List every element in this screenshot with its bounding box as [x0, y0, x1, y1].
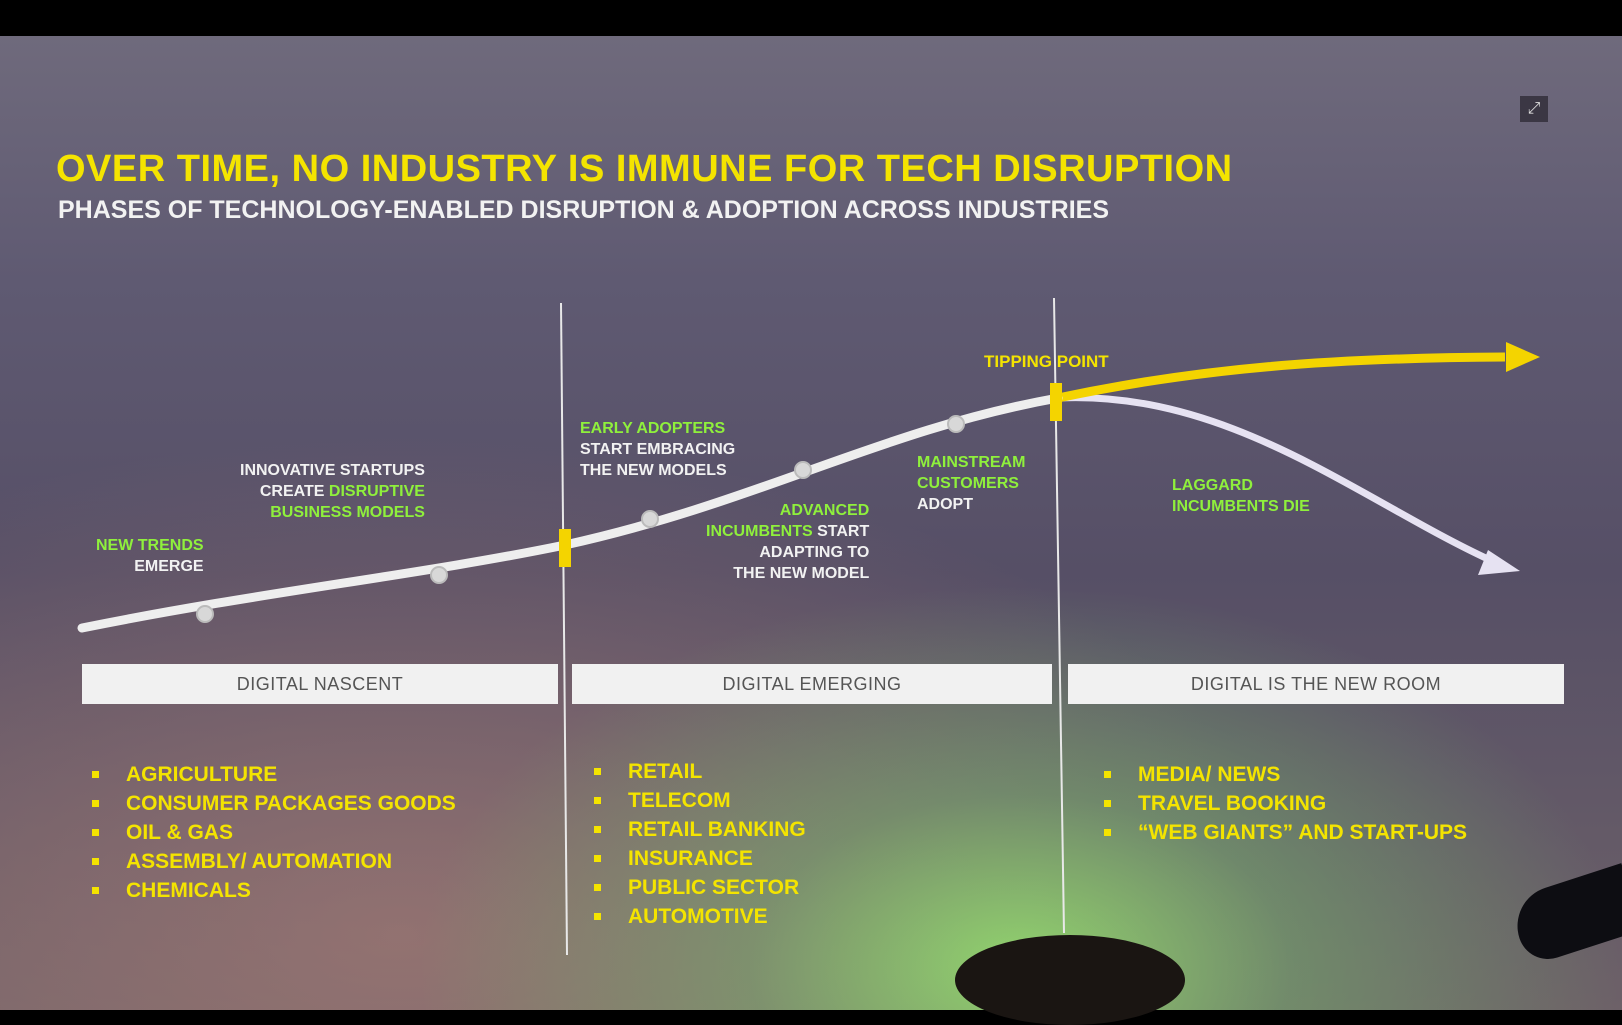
bullet-icon: [594, 797, 601, 804]
label-tipping-point: TIPPING POINT: [984, 352, 1109, 371]
bullet-icon: [594, 884, 601, 891]
label-early-adopters: EARLY ADOPTERS START EMBRACING THE NEW M…: [580, 420, 736, 479]
label-laggard-incumbents: LAGGARD INCUMBENTS DIE: [1172, 477, 1310, 515]
industry-item: AUTOMOTIVE: [590, 902, 806, 931]
milestone-point: [196, 605, 214, 623]
industry-item: TRAVEL BOOKING: [1100, 789, 1467, 818]
milestone-point: [641, 510, 659, 528]
phase-divider-1: [560, 302, 568, 956]
label-new-trends: NEW TRENDS EMERGE: [96, 537, 204, 575]
industry-item: ASSEMBLY/ AUTOMATION: [88, 847, 456, 876]
industry-list-new-room: MEDIA/ NEWS TRAVEL BOOKING “WEB GIANTS” …: [1100, 760, 1467, 847]
industry-item: RETAIL: [590, 757, 806, 786]
milestone-point: [794, 461, 812, 479]
laggard-arrow-head: [1478, 550, 1520, 575]
industry-item: CHEMICALS: [88, 876, 456, 905]
tipping-point-marker: [1050, 383, 1062, 421]
industry-list-emerging: RETAIL TELECOM RETAIL BANKING INSURANCE …: [590, 757, 806, 931]
adoption-curve: [77, 393, 1063, 633]
bullet-icon: [594, 855, 601, 862]
bullet-icon: [92, 800, 99, 807]
industry-item: RETAIL BANKING: [590, 815, 806, 844]
phase-digital-nascent: DIGITAL NASCENT: [82, 664, 558, 704]
bullet-icon: [1104, 771, 1111, 778]
slide-subtitle: PHASES OF TECHNOLOGY-ENABLED DISRUPTION …: [58, 196, 1110, 224]
winner-growth-arrow: [1057, 352, 1506, 403]
label-advanced-incumbents: ADVANCED INCUMBENTS START ADAPTING TO TH…: [706, 502, 870, 582]
industry-item: OIL & GAS: [88, 818, 456, 847]
slide-title: OVER TIME, NO INDUSTRY IS IMMUNE FOR TEC…: [56, 148, 1233, 190]
bullet-icon: [594, 826, 601, 833]
industry-item: MEDIA/ NEWS: [1100, 760, 1467, 789]
industry-list-nascent: AGRICULTURE CONSUMER PACKAGES GOODS OIL …: [88, 760, 456, 905]
phase-digital-emerging: DIGITAL EMERGING: [572, 664, 1052, 704]
milestone-point: [947, 415, 965, 433]
bullet-icon: [92, 858, 99, 865]
industry-item: AGRICULTURE: [88, 760, 456, 789]
phase-boundary-marker: [559, 529, 571, 567]
label-innovative-startups: INNOVATIVE STARTUPS CREATE DISRUPTIVE BU…: [240, 462, 425, 521]
industry-item: “WEB GIANTS” AND START-UPS: [1100, 818, 1467, 847]
bullet-icon: [1104, 829, 1111, 836]
winner-arrow-head: [1506, 342, 1540, 372]
industry-item: TELECOM: [590, 786, 806, 815]
laggard-decline-arrow: [1057, 394, 1492, 564]
milestone-point: [430, 566, 448, 584]
bullet-icon: [594, 913, 601, 920]
industry-item: PUBLIC SECTOR: [590, 873, 806, 902]
industry-item: CONSUMER PACKAGES GOODS: [88, 789, 456, 818]
bullet-icon: [92, 887, 99, 894]
bullet-icon: [92, 829, 99, 836]
slide-background: [0, 36, 1622, 1010]
expand-icon[interactable]: ⤢: [1520, 96, 1548, 122]
bullet-icon: [1104, 800, 1111, 807]
label-mainstream-customers: MAINSTREAM CUSTOMERS ADOPT: [917, 454, 1026, 513]
bullet-icon: [92, 771, 99, 778]
industry-item: INSURANCE: [590, 844, 806, 873]
bullet-icon: [594, 768, 601, 775]
phase-digital-new-room: DIGITAL IS THE NEW ROOM: [1068, 664, 1564, 704]
audience-head-silhouette: [955, 935, 1185, 1025]
